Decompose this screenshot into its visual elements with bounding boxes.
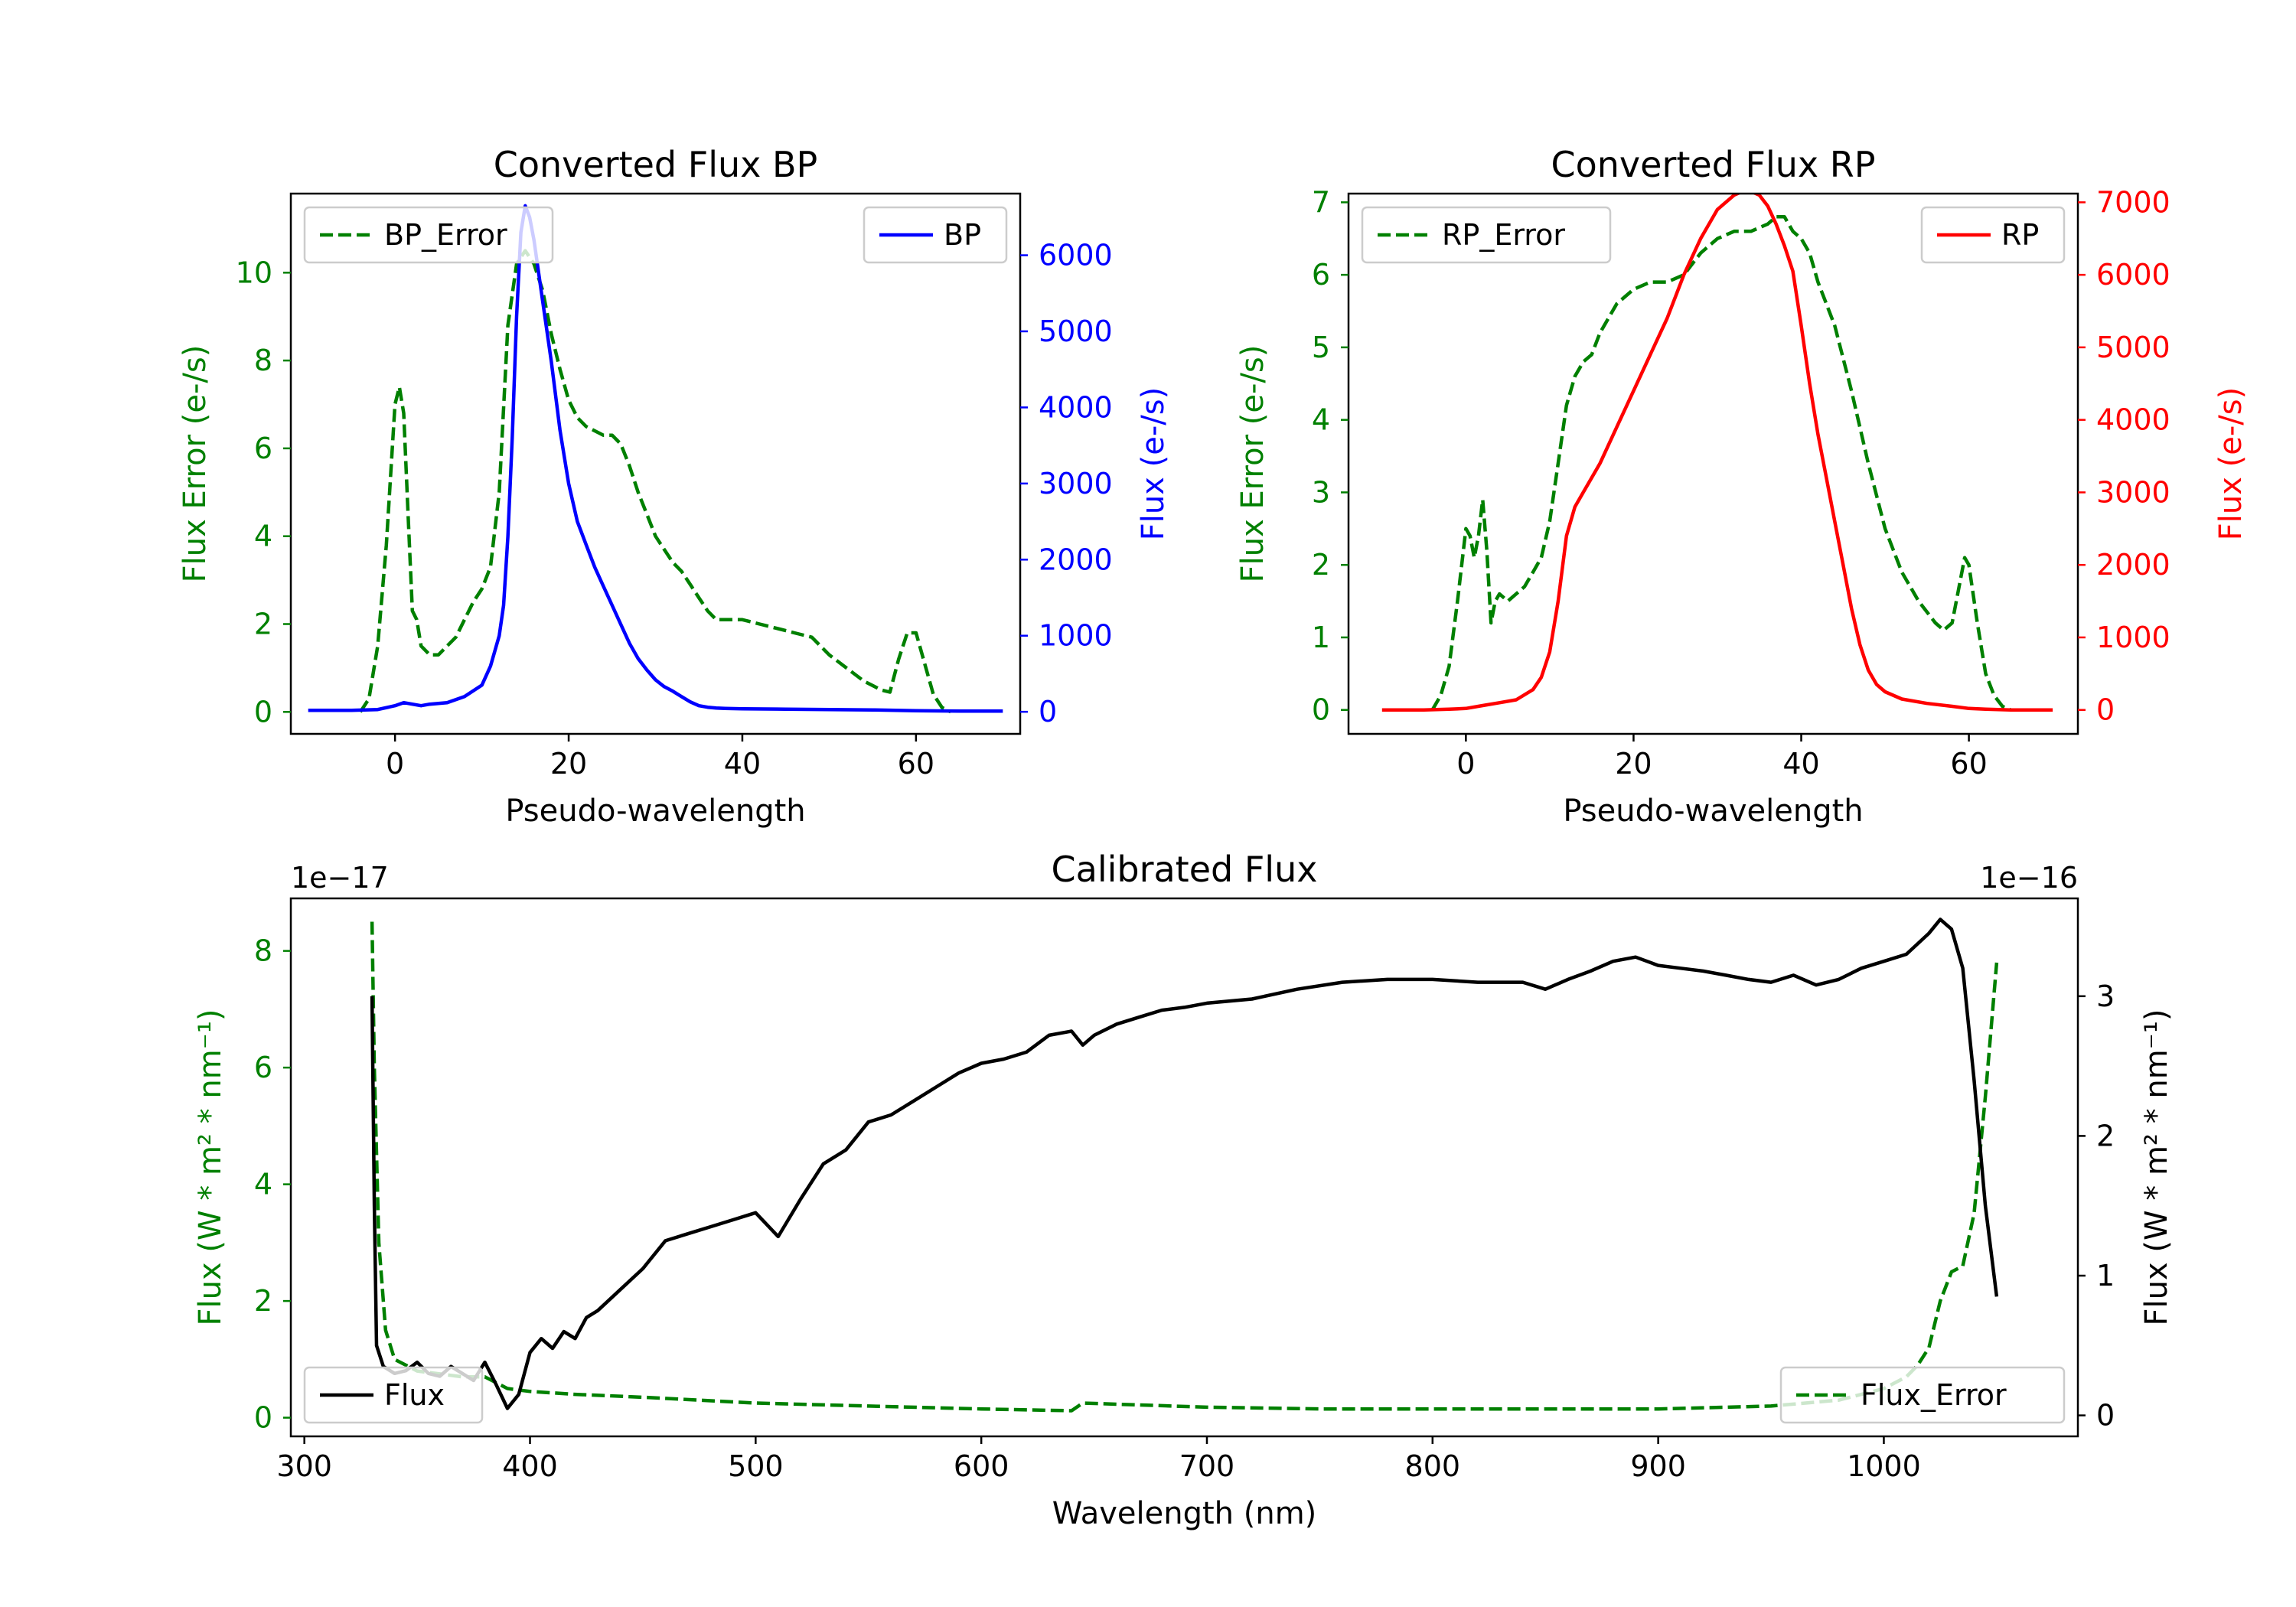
y-right-tick-label: 1000	[1039, 619, 1113, 653]
x-tick-label: 0	[1456, 747, 1475, 781]
x-tick-label: 40	[724, 747, 761, 781]
y-right-tick-label: 1000	[2096, 621, 2170, 654]
legend-label: BP_Error	[384, 218, 507, 252]
series-line-bp	[308, 204, 1003, 713]
x-axis-label: Pseudo-wavelength	[1563, 794, 1863, 829]
x-tick-label: 300	[276, 1449, 332, 1483]
y-left-tick-label: 0	[254, 695, 272, 729]
chart-rp: 0 20 40 60 0 1 2 3 4 5 6 7 0 1000 2000 3000 4000 5000 6000…	[1235, 144, 2249, 829]
legend-flux: Flux	[303, 1366, 484, 1424]
y-left-offset-label: 1e−17	[291, 861, 389, 895]
series-line-rp	[1381, 194, 2053, 712]
legend-rp: RP	[1920, 206, 2066, 264]
series-line-bp-error	[358, 249, 952, 714]
y-right-tick-label: 0	[2096, 1399, 2115, 1433]
x-tick-label: 40	[1782, 747, 1819, 781]
y-left-tick-label: 6	[254, 432, 272, 465]
y-right-tick-label: 6000	[1039, 239, 1113, 272]
plot-frame	[289, 192, 1022, 735]
x-tick-label: 0	[386, 747, 404, 781]
legend-label: Flux_Error	[1861, 1378, 2007, 1412]
legend-box	[303, 1366, 484, 1424]
y-left-tick-label: 0	[1312, 693, 1330, 727]
legend-box	[1779, 1366, 2066, 1424]
y-left-tick-label: 10	[236, 256, 272, 289]
x-axis-label: Pseudo-wavelength	[505, 794, 805, 829]
y-left-tick-label: 2	[1312, 548, 1330, 582]
y-left-tick-label: 7	[1312, 185, 1330, 219]
chart-title: Converted Flux BP	[494, 144, 818, 185]
y-left-tick-label: 2	[254, 1284, 272, 1318]
y-left-tick-label: 8	[254, 934, 272, 968]
y-right-tick-label: 2000	[1039, 543, 1113, 576]
series-line-rp-error	[1430, 215, 2012, 712]
chart-title: Calibrated Flux	[1052, 849, 1318, 890]
x-tick-label: 1000	[1847, 1449, 1921, 1483]
legend-label: RP	[2001, 218, 2039, 252]
y-left-tick-label: 1	[1312, 621, 1330, 654]
y-left-tick-label: 8	[254, 344, 272, 377]
x-tick-label: 60	[1950, 747, 1987, 781]
x-tick-label: 400	[502, 1449, 558, 1483]
plot-frame	[289, 897, 2079, 1438]
y-left-tick-label: 5	[1312, 331, 1330, 364]
legend-box	[1361, 206, 1612, 264]
plot-frame	[1347, 192, 2079, 735]
chart-bp: 0 20 40 60 0 2 4 6 8 10 0 1000 2000 3000 4000 5000 6000 C…	[178, 144, 1171, 829]
x-tick-label: 500	[728, 1449, 784, 1483]
x-tick-label: 700	[1179, 1449, 1235, 1483]
y-left-tick-label: 4	[1312, 403, 1330, 437]
x-tick-label: 20	[1615, 747, 1652, 781]
y-right-tick-label: 6000	[2096, 258, 2170, 292]
legend-label: RP_Error	[1442, 218, 1565, 252]
y-right-tick-label: 1	[2096, 1259, 2115, 1292]
y-left-tick-label: 4	[254, 1168, 272, 1201]
chart-title: Converted Flux RP	[1551, 144, 1876, 185]
y-left-tick-label: 2	[254, 608, 272, 641]
y-right-axis-label: Flux (W * m² * nm⁻¹)	[2139, 1009, 2174, 1326]
y-right-tick-label: 5000	[1039, 315, 1113, 348]
legend-bp-error: BP_Error	[303, 206, 554, 264]
legend-box	[303, 206, 554, 264]
x-tick-label: 600	[954, 1449, 1009, 1483]
legend-flux-error: Flux_Error	[1779, 1366, 2066, 1424]
legend-label: Flux	[384, 1378, 445, 1412]
series-line-flux	[370, 918, 1999, 1410]
legend-rp-error: RP_Error	[1361, 206, 1612, 264]
legend-box	[863, 206, 1008, 264]
y-left-axis-label: Flux Error (e-/s)	[178, 345, 213, 583]
y-right-tick-label: 0	[1039, 695, 1057, 729]
y-left-tick-label: 6	[254, 1051, 272, 1084]
y-left-tick-label: 0	[254, 1401, 272, 1435]
y-right-tick-label: 2000	[2096, 548, 2170, 582]
x-tick-label: 900	[1630, 1449, 1686, 1483]
x-axis-label: Wavelength (nm)	[1052, 1496, 1317, 1531]
y-left-tick-label: 4	[254, 520, 272, 553]
y-right-tick-label: 4000	[2096, 403, 2170, 437]
y-right-tick-label: 4000	[1039, 390, 1113, 424]
x-tick-label: 20	[550, 747, 587, 781]
y-right-tick-label: 3	[2096, 980, 2115, 1013]
y-left-axis-label: Flux (W * m² * nm⁻¹)	[193, 1009, 228, 1326]
legend-bp: BP	[863, 206, 1008, 264]
legend-label: BP	[944, 218, 981, 252]
y-right-tick-label: 3000	[2096, 475, 2170, 509]
y-right-offset-label: 1e−16	[1980, 861, 2078, 895]
x-tick-label: 800	[1405, 1449, 1461, 1483]
y-right-tick-label: 0	[2096, 693, 2115, 727]
y-right-tick-label: 3000	[1039, 467, 1113, 500]
y-right-tick-label: 2	[2096, 1119, 2115, 1152]
y-left-tick-label: 3	[1312, 475, 1330, 509]
x-tick-label: 60	[898, 747, 934, 781]
y-right-tick-label: 5000	[2096, 331, 2170, 364]
series-line-flux-error	[370, 921, 1999, 1413]
legend-box	[1920, 206, 2066, 264]
y-right-axis-label: Flux (e-/s)	[1136, 387, 1171, 540]
y-left-tick-label: 6	[1312, 258, 1330, 292]
chart-cal: 300 400 500 600 700 800 900 1000 0 2 4 6 8 0 1 2 3 Calibr…	[193, 849, 2174, 1531]
y-right-tick-label: 7000	[2096, 185, 2170, 219]
y-right-axis-label: Flux (e-/s)	[2213, 387, 2249, 540]
y-left-axis-label: Flux Error (e-/s)	[1235, 345, 1270, 583]
